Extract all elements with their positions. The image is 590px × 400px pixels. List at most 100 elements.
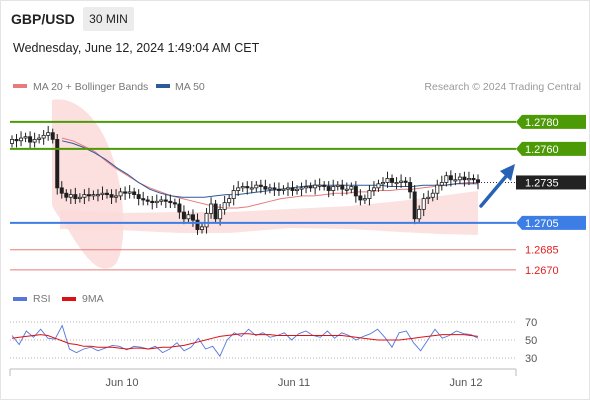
candle-body (163, 199, 168, 202)
rsi-tick-50: 50 (525, 335, 537, 347)
candle-body (209, 203, 214, 214)
candle-body (100, 192, 105, 195)
candle-body (19, 137, 24, 142)
candle-body (267, 187, 272, 190)
candle-body (335, 184, 340, 187)
candle-body (421, 198, 426, 210)
candle-body (462, 176, 467, 181)
candle-body (313, 184, 318, 189)
candlesticks (9, 125, 480, 235)
candle-body (457, 176, 462, 181)
candle-body (231, 190, 236, 200)
candle-body (426, 196, 431, 200)
candle-body (23, 136, 28, 139)
candle-body (240, 186, 245, 189)
rsi-tick-30: 30 (525, 353, 537, 365)
candle-body (344, 188, 349, 191)
candle-body (376, 183, 381, 189)
candle-body (91, 194, 96, 197)
candle-body (295, 188, 300, 191)
candle-body (304, 186, 309, 189)
candle-body (308, 186, 313, 189)
candle-body (331, 186, 336, 191)
candle-body (236, 187, 241, 191)
candle-body (154, 200, 159, 204)
bollinger-band (60, 191, 478, 235)
candle-body (159, 199, 164, 202)
candle-body (86, 194, 91, 197)
candle-body (281, 188, 286, 191)
main-legend: MA 20 + Bollinger Bands MA 50 Research ©… (13, 81, 581, 93)
candle-body (82, 194, 87, 198)
candle-body (114, 195, 119, 198)
candle-body (136, 194, 141, 200)
candle-body (417, 208, 422, 220)
candle-body (200, 226, 205, 230)
arrow-head (500, 164, 515, 181)
candle-body (28, 136, 33, 143)
resistance-label: 1.2760 (525, 144, 559, 156)
timestamp: Wednesday, June 12, 2024 1:49:04 AM CET (13, 41, 260, 55)
candle-body (168, 200, 173, 204)
rsi-panel: RSI 9MA 70 50 30 (10, 293, 537, 365)
candle-body (412, 191, 417, 220)
candle-body (399, 180, 404, 183)
candle-body (435, 184, 440, 194)
candle-body (439, 182, 444, 186)
level-label: 1.2685 (525, 245, 559, 257)
bollinger-band-early (52, 99, 124, 269)
candle-body (263, 186, 268, 190)
candle-body (299, 187, 304, 190)
candle-body (55, 139, 60, 189)
ma50-legend-label: MA 50 (175, 81, 205, 93)
candle-body (371, 187, 376, 191)
rsi-ma-legend-swatch (62, 297, 76, 301)
candle-body (394, 182, 399, 185)
ma50-legend-swatch (156, 84, 170, 88)
candle-body (145, 199, 150, 202)
candle-body (141, 198, 146, 201)
candle-body (471, 178, 476, 181)
candle-body (408, 182, 413, 193)
symbol-title: GBP/USD (11, 11, 75, 27)
timeframe-button[interactable]: 30 MIN (83, 7, 134, 31)
candle-body (254, 184, 259, 189)
candle-body (14, 139, 19, 142)
candle-body (258, 184, 263, 187)
rsi-ma-legend-label: 9MA (82, 293, 104, 305)
candle-body (37, 137, 42, 140)
ma20-legend-swatch (13, 84, 27, 88)
candle-body (59, 187, 64, 194)
candle-body (64, 192, 69, 198)
current-price-tag (516, 175, 586, 190)
candle-body (453, 179, 458, 182)
candle-body (222, 202, 227, 210)
candle-body (95, 194, 100, 197)
research-credit: Research © 2024 Trading Central (424, 81, 581, 93)
candle-body (466, 178, 471, 181)
candle-body (353, 186, 358, 197)
candle-body (385, 178, 390, 183)
candle-body (213, 203, 218, 220)
candle-body (317, 184, 322, 187)
support-tag (516, 215, 586, 230)
candle-body (367, 190, 372, 200)
candle-body (32, 139, 37, 143)
key-levels: 1.2780 1.2760 1.2735 1.2705 1.2685 1.2670 (10, 114, 586, 277)
candle-body (322, 184, 327, 187)
candle-body (249, 187, 254, 190)
candle-body (186, 214, 191, 220)
candle-body (349, 186, 354, 190)
rsi-ma-line (11, 333, 479, 350)
candle-body (362, 198, 367, 201)
candle-body (358, 195, 363, 201)
candle-body (403, 180, 408, 183)
candle-body (340, 184, 345, 190)
resistance-label: 1.2780 (525, 117, 559, 129)
candle-body (46, 132, 51, 136)
candle-body (73, 194, 78, 200)
candle-body (326, 186, 331, 191)
x-axis: Jun 10 Jun 11 Jun 12 (9, 368, 517, 389)
projection-arrow (479, 164, 515, 208)
